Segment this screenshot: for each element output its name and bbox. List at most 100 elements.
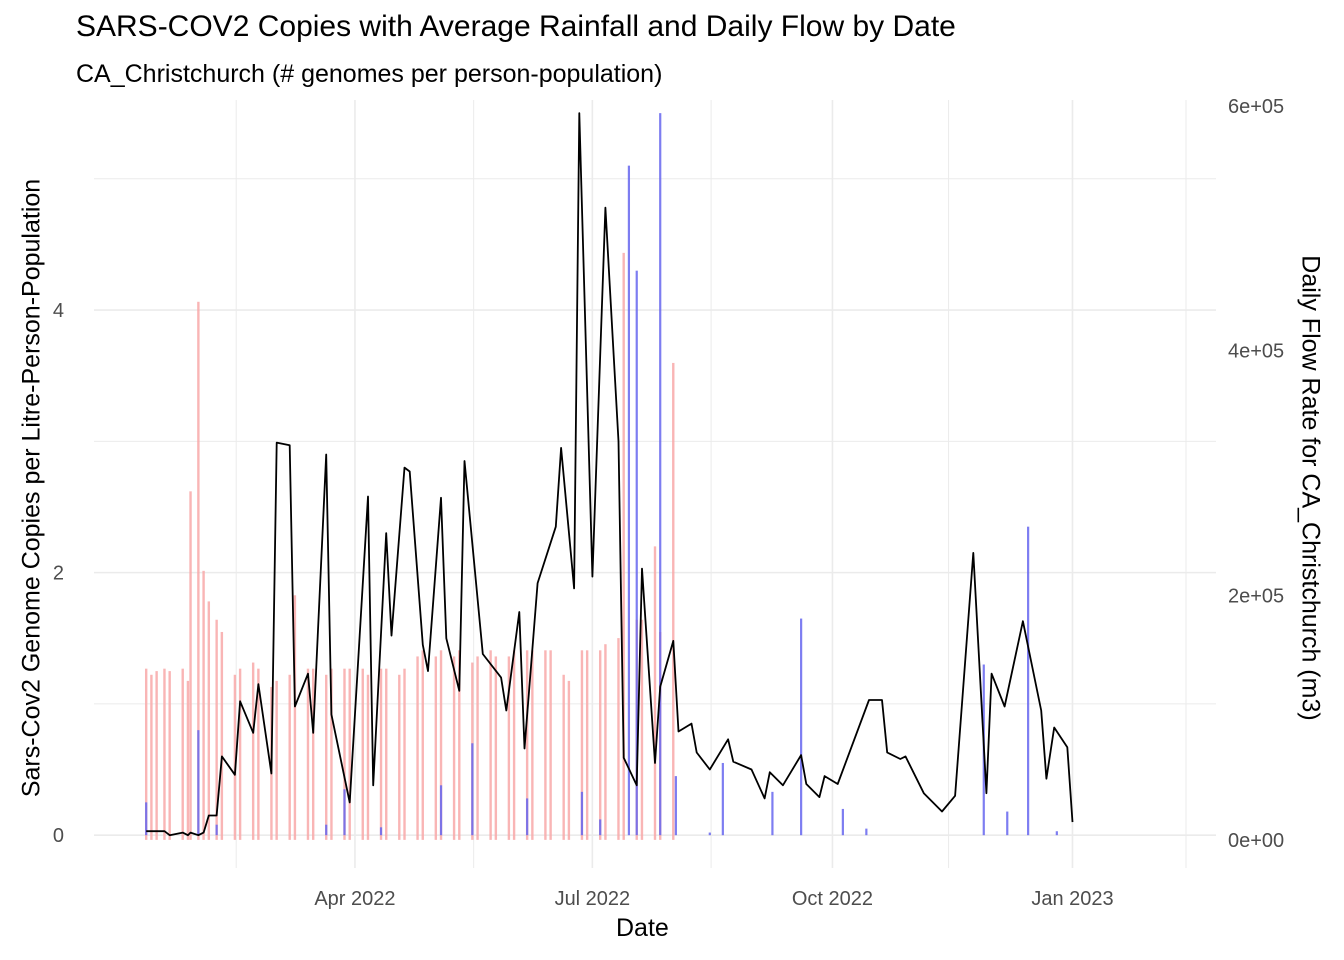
rainfall-bar (233, 674, 237, 840)
sars-bar (659, 113, 662, 836)
y2-tick-label: 6e+05 (1228, 96, 1284, 118)
rainfall-bar (599, 650, 602, 840)
rainfall-bar (585, 650, 589, 840)
y-axis-label: Sars-Cov2 Genome Copies per Litre-Person… (17, 178, 46, 798)
y-tick-label: 2 (53, 563, 64, 585)
rainfall-bar (421, 650, 424, 840)
axis-tick-labels: Apr 2022 Jul 2022 Oct 2022 Jan 2023 0 2 4 0e+00… (53, 96, 1284, 910)
rainfall-bar (144, 668, 148, 840)
rainfall-bar (150, 674, 153, 840)
rainfall-bar (275, 680, 278, 840)
sars-bars (145, 113, 1058, 836)
rainfall-bar (348, 668, 351, 840)
sars-bar (627, 165, 631, 836)
sars-bar (1006, 811, 1009, 836)
rainfall-bar (325, 674, 328, 840)
sars-bar (439, 785, 443, 836)
rainfall-bar (544, 650, 547, 840)
sars-bar (471, 743, 474, 836)
rainfall-bar (434, 656, 438, 840)
rainfall-bar (189, 491, 192, 840)
sars-bar (1055, 831, 1058, 836)
rainfall-bar (186, 680, 190, 840)
chart-title: SARS-COV2 Copies with Average Rainfall a… (76, 10, 956, 43)
rainfall-bar (207, 601, 211, 840)
rainfall-bar (343, 668, 346, 840)
rainfall-bar (366, 674, 370, 840)
rainfall-bar (379, 668, 383, 840)
rainfall-bar (251, 662, 255, 840)
rainfall-bars (144, 252, 675, 840)
flow-line-path (146, 112, 1074, 837)
rainfall-bar (238, 668, 242, 840)
rainfall-bar (653, 546, 657, 840)
rainfall-bar (549, 650, 552, 840)
rainfall-bar (439, 650, 443, 840)
sars-bar (635, 270, 638, 836)
x-tick-label: Apr 2022 (314, 888, 395, 910)
sars-bar (343, 789, 346, 836)
rainfall-bar (306, 668, 310, 840)
rainfall-bar (330, 668, 333, 840)
rainfall-bar (220, 631, 224, 840)
rainfall-bar (155, 671, 158, 840)
rainfall-bar (293, 595, 297, 840)
rainfall-bar (215, 619, 218, 840)
y-tick-label: 4 (53, 300, 64, 322)
rainfall-bar (622, 252, 625, 840)
y2-tick-label: 4e+05 (1228, 341, 1284, 363)
rainfall-bar (672, 362, 675, 840)
rainfall-bar (311, 668, 315, 840)
gridlines (94, 100, 1216, 868)
rainfall-bar (531, 650, 534, 840)
rainfall-bar (567, 680, 571, 840)
sars-bar (580, 791, 584, 836)
rainfall-bar (489, 650, 492, 840)
x-tick-label: Jan 2023 (1031, 888, 1113, 910)
y-tick-label: 0 (53, 825, 64, 847)
rainfall-bar (403, 668, 406, 840)
rainfall-bar (202, 570, 205, 840)
rainfall-bar (416, 656, 419, 840)
sars-bar (325, 824, 328, 836)
rainfall-bar (562, 674, 565, 840)
sars-bar (379, 827, 383, 836)
chart-subtitle: CA_Christchurch (# genomes per person-po… (76, 60, 663, 88)
sars-bar (841, 808, 844, 836)
rainfall-bar (507, 656, 511, 840)
secondary-y-axis-label: Daily Flow Rate for CA_Christchurch (m3) (1296, 255, 1325, 721)
rainfall-bar (640, 619, 644, 840)
rainfall-bar (181, 668, 184, 840)
x-axis-label: Date (616, 914, 669, 942)
rainfall-bar (452, 656, 456, 840)
sars-bar (771, 791, 774, 836)
sars-bar (800, 618, 803, 836)
rainfall-bar (257, 668, 260, 840)
rainfall-bar (197, 301, 200, 840)
sars-bar (865, 828, 868, 836)
rainfall-bar (476, 656, 479, 840)
flow-line (146, 112, 1074, 837)
rainfall-bar (168, 671, 171, 840)
rainfall-bar (494, 656, 498, 840)
sars-bar (526, 798, 529, 836)
sars-bar (599, 819, 602, 836)
rainfall-bar (512, 650, 516, 840)
x-tick-label: Jul 2022 (555, 888, 631, 910)
y2-tick-label: 0e+00 (1228, 830, 1284, 852)
rainfall-bar (163, 668, 166, 840)
sars-bar (708, 832, 711, 836)
sars-bar (215, 824, 218, 836)
sars-bar (1027, 526, 1030, 836)
rainfall-bar (398, 674, 401, 840)
rainfall-bar (525, 650, 529, 840)
rainfall-bar (580, 650, 584, 840)
rainfall-bar (361, 668, 364, 840)
sars-bar (674, 776, 677, 836)
sars-bar (721, 762, 724, 836)
sars-bar (145, 802, 148, 836)
sars-bar (197, 730, 200, 836)
rainfall-bar (458, 650, 461, 840)
